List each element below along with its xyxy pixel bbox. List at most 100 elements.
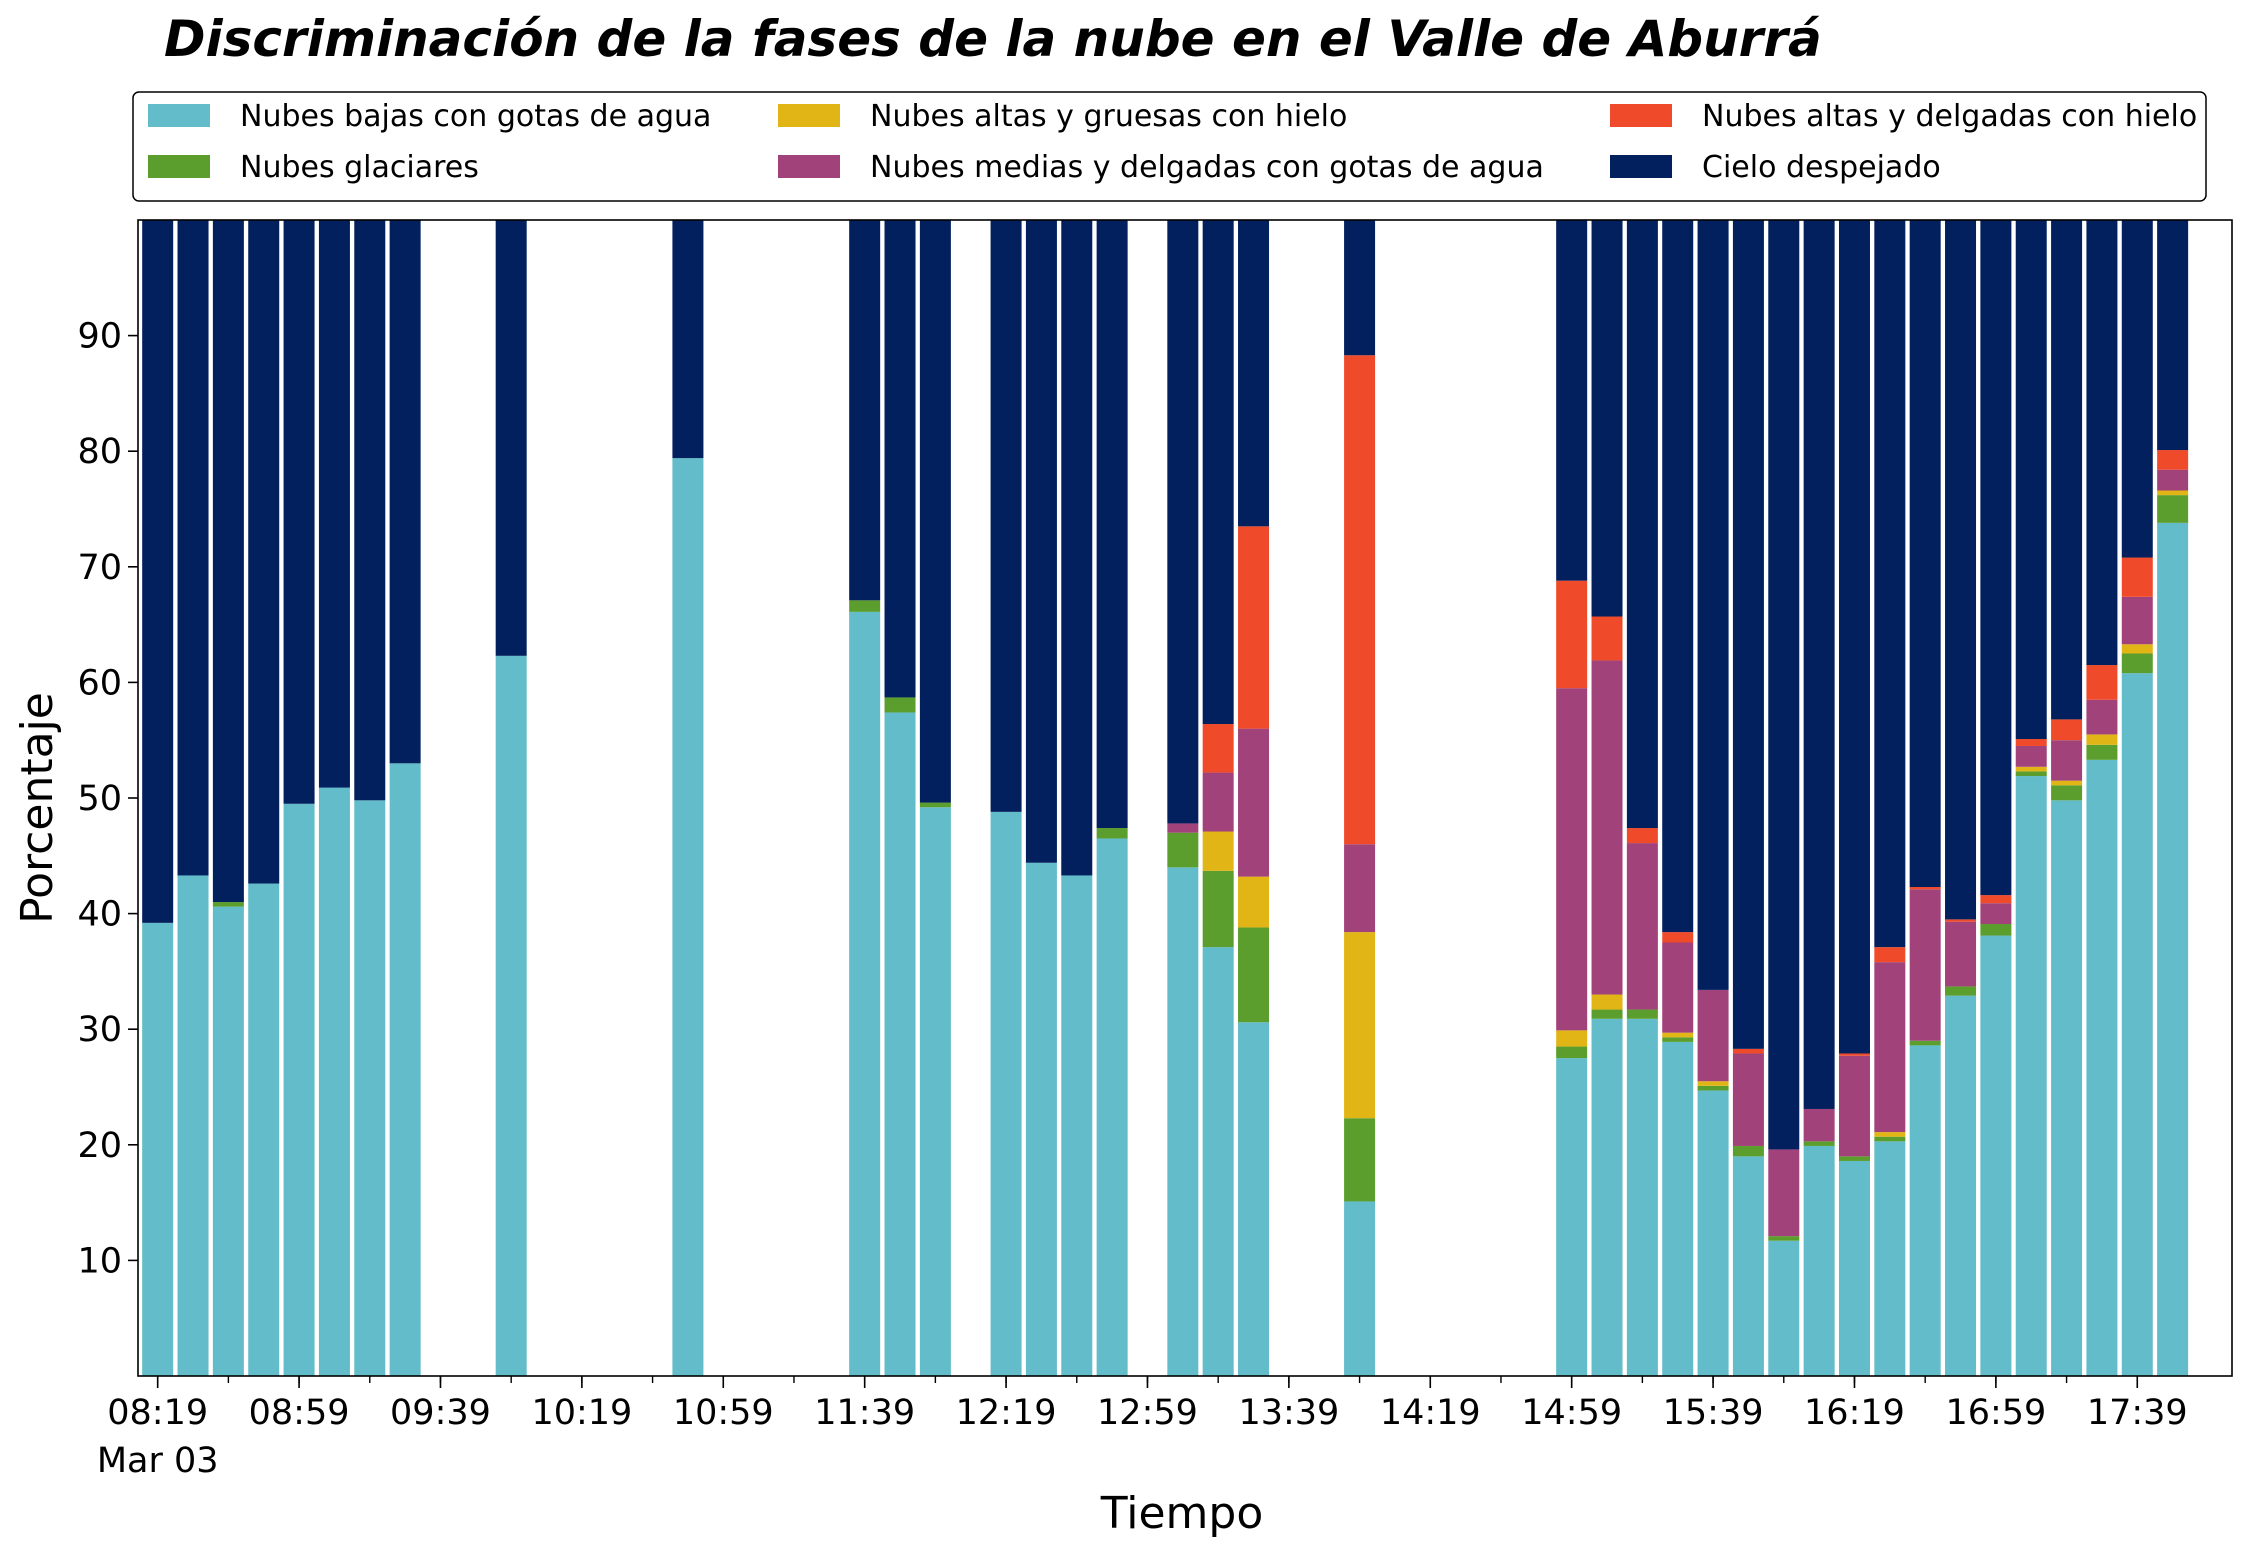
y-tick-label: 20 (77, 1126, 122, 1166)
bar-segment (1697, 220, 1729, 990)
bar-segment (1167, 220, 1199, 824)
bar-segment (1874, 1132, 1906, 1137)
x-tick-label: 15:39 (1663, 1393, 1764, 1433)
legend: Nubes bajas con gotas de agua Nubes altas… (132, 91, 2207, 202)
bar-segment (1945, 220, 1977, 920)
y-tick-label: 40 (77, 895, 122, 935)
bar-segment (1344, 844, 1376, 933)
bar-stack (1732, 220, 1764, 1376)
x-tick-label: 16:19 (1804, 1393, 1905, 1433)
bar-segment (1662, 1032, 1694, 1038)
bar-segment (1238, 728, 1270, 877)
bar-segment (1626, 828, 1658, 844)
bar-segment (849, 600, 881, 612)
bar-segment (1874, 220, 1906, 948)
bar-segment (2015, 220, 2047, 740)
bar-segment (1626, 1018, 1658, 1376)
bar-stack (248, 220, 280, 1376)
bar-segment (919, 807, 951, 1376)
bar-segment (2051, 785, 2083, 801)
bar-segment (1096, 828, 1128, 839)
bar-segment (1909, 220, 1941, 888)
bar-segment (1732, 1156, 1764, 1376)
bar-stack (2086, 220, 2118, 1376)
bar-segment (1874, 947, 1906, 963)
legend-swatch (1610, 104, 1672, 127)
bar-segment (212, 906, 244, 1376)
bar-segment (1238, 220, 1270, 527)
bar-segment (1344, 220, 1376, 356)
bar-stack (1025, 220, 1057, 1376)
bar-segment (1980, 935, 2012, 1376)
bar-segment (1945, 919, 1977, 922)
bar-segment (2121, 596, 2153, 645)
bar-segment (1591, 994, 1623, 1010)
bar-segment (2051, 800, 2083, 1376)
bar-segment (1980, 895, 2012, 904)
bar-segment (2086, 734, 2118, 745)
bar-segment (389, 763, 421, 1376)
bar-segment (495, 220, 527, 656)
bar-stack (318, 220, 350, 1376)
bar-segment (1909, 1040, 1941, 1046)
bar-segment (1096, 838, 1128, 1376)
bar-segment (1556, 1030, 1588, 1047)
x-tick-label: 13:39 (1238, 1393, 1339, 1433)
bar-segment (1344, 355, 1376, 845)
plot-area (142, 220, 2189, 1376)
bar-segment (1061, 220, 1093, 876)
bar-stack (1768, 220, 1800, 1376)
y-tick-label: 70 (77, 548, 122, 588)
bar-segment (1344, 932, 1376, 1119)
bar-segment (1556, 1046, 1588, 1059)
bar-stack (283, 220, 315, 1376)
bar-segment (2121, 557, 2153, 597)
bar-segment (1238, 526, 1270, 729)
bar-segment (1556, 220, 1588, 581)
bar-stack (2015, 220, 2047, 1376)
bar-segment (1909, 1045, 1941, 1376)
bar-segment (1697, 1090, 1729, 1376)
bar-segment (1980, 924, 2012, 936)
bar-segment (1874, 1136, 1906, 1142)
bar-segment (1344, 1201, 1376, 1376)
bar-stack (1556, 220, 1588, 1376)
bar-segment (1025, 220, 1057, 863)
bar-segment (1662, 220, 1694, 933)
x-tick-label: 12:19 (956, 1393, 1057, 1433)
bar-segment (1556, 580, 1588, 689)
bar-segment (2157, 450, 2189, 470)
bar-segment (1697, 1081, 1729, 1086)
bar-stack (1238, 220, 1270, 1376)
bar-segment (2157, 522, 2189, 1376)
bar-stack (212, 220, 244, 1376)
legend-entry: Nubes altas y gruesas con hielo (870, 99, 1347, 134)
bar-segment (1945, 921, 1977, 987)
bar-segment (1838, 1156, 1870, 1161)
bar-stack (1167, 220, 1199, 1376)
bar-segment (142, 220, 174, 923)
bar-stack (2051, 220, 2083, 1376)
legend-entry: Cielo despejado (1702, 150, 1941, 185)
bar-segment (1768, 220, 1800, 1150)
bar-segment (283, 220, 315, 804)
x-tick-label: 17:39 (2087, 1393, 2188, 1433)
bar-segment (1238, 927, 1270, 1023)
bar-segment (1697, 989, 1729, 1082)
bar-segment (2015, 776, 2047, 1376)
bar-stack (1626, 220, 1658, 1376)
bar-stack (1697, 220, 1729, 1376)
bar-segment (212, 902, 244, 907)
bar-stack (1874, 220, 1906, 1376)
bar-segment (2015, 766, 2047, 772)
bar-segment (177, 875, 209, 1376)
bar-segment (849, 220, 881, 601)
bar-segment (990, 811, 1022, 1376)
bar-segment (1167, 867, 1199, 1376)
bar-segment (2051, 740, 2083, 781)
bar-segment (1662, 1041, 1694, 1376)
bar-stack (1061, 220, 1093, 1376)
bar-segment (1167, 823, 1199, 833)
bar-segment (1874, 962, 1906, 1133)
bar-segment (2051, 220, 2083, 720)
